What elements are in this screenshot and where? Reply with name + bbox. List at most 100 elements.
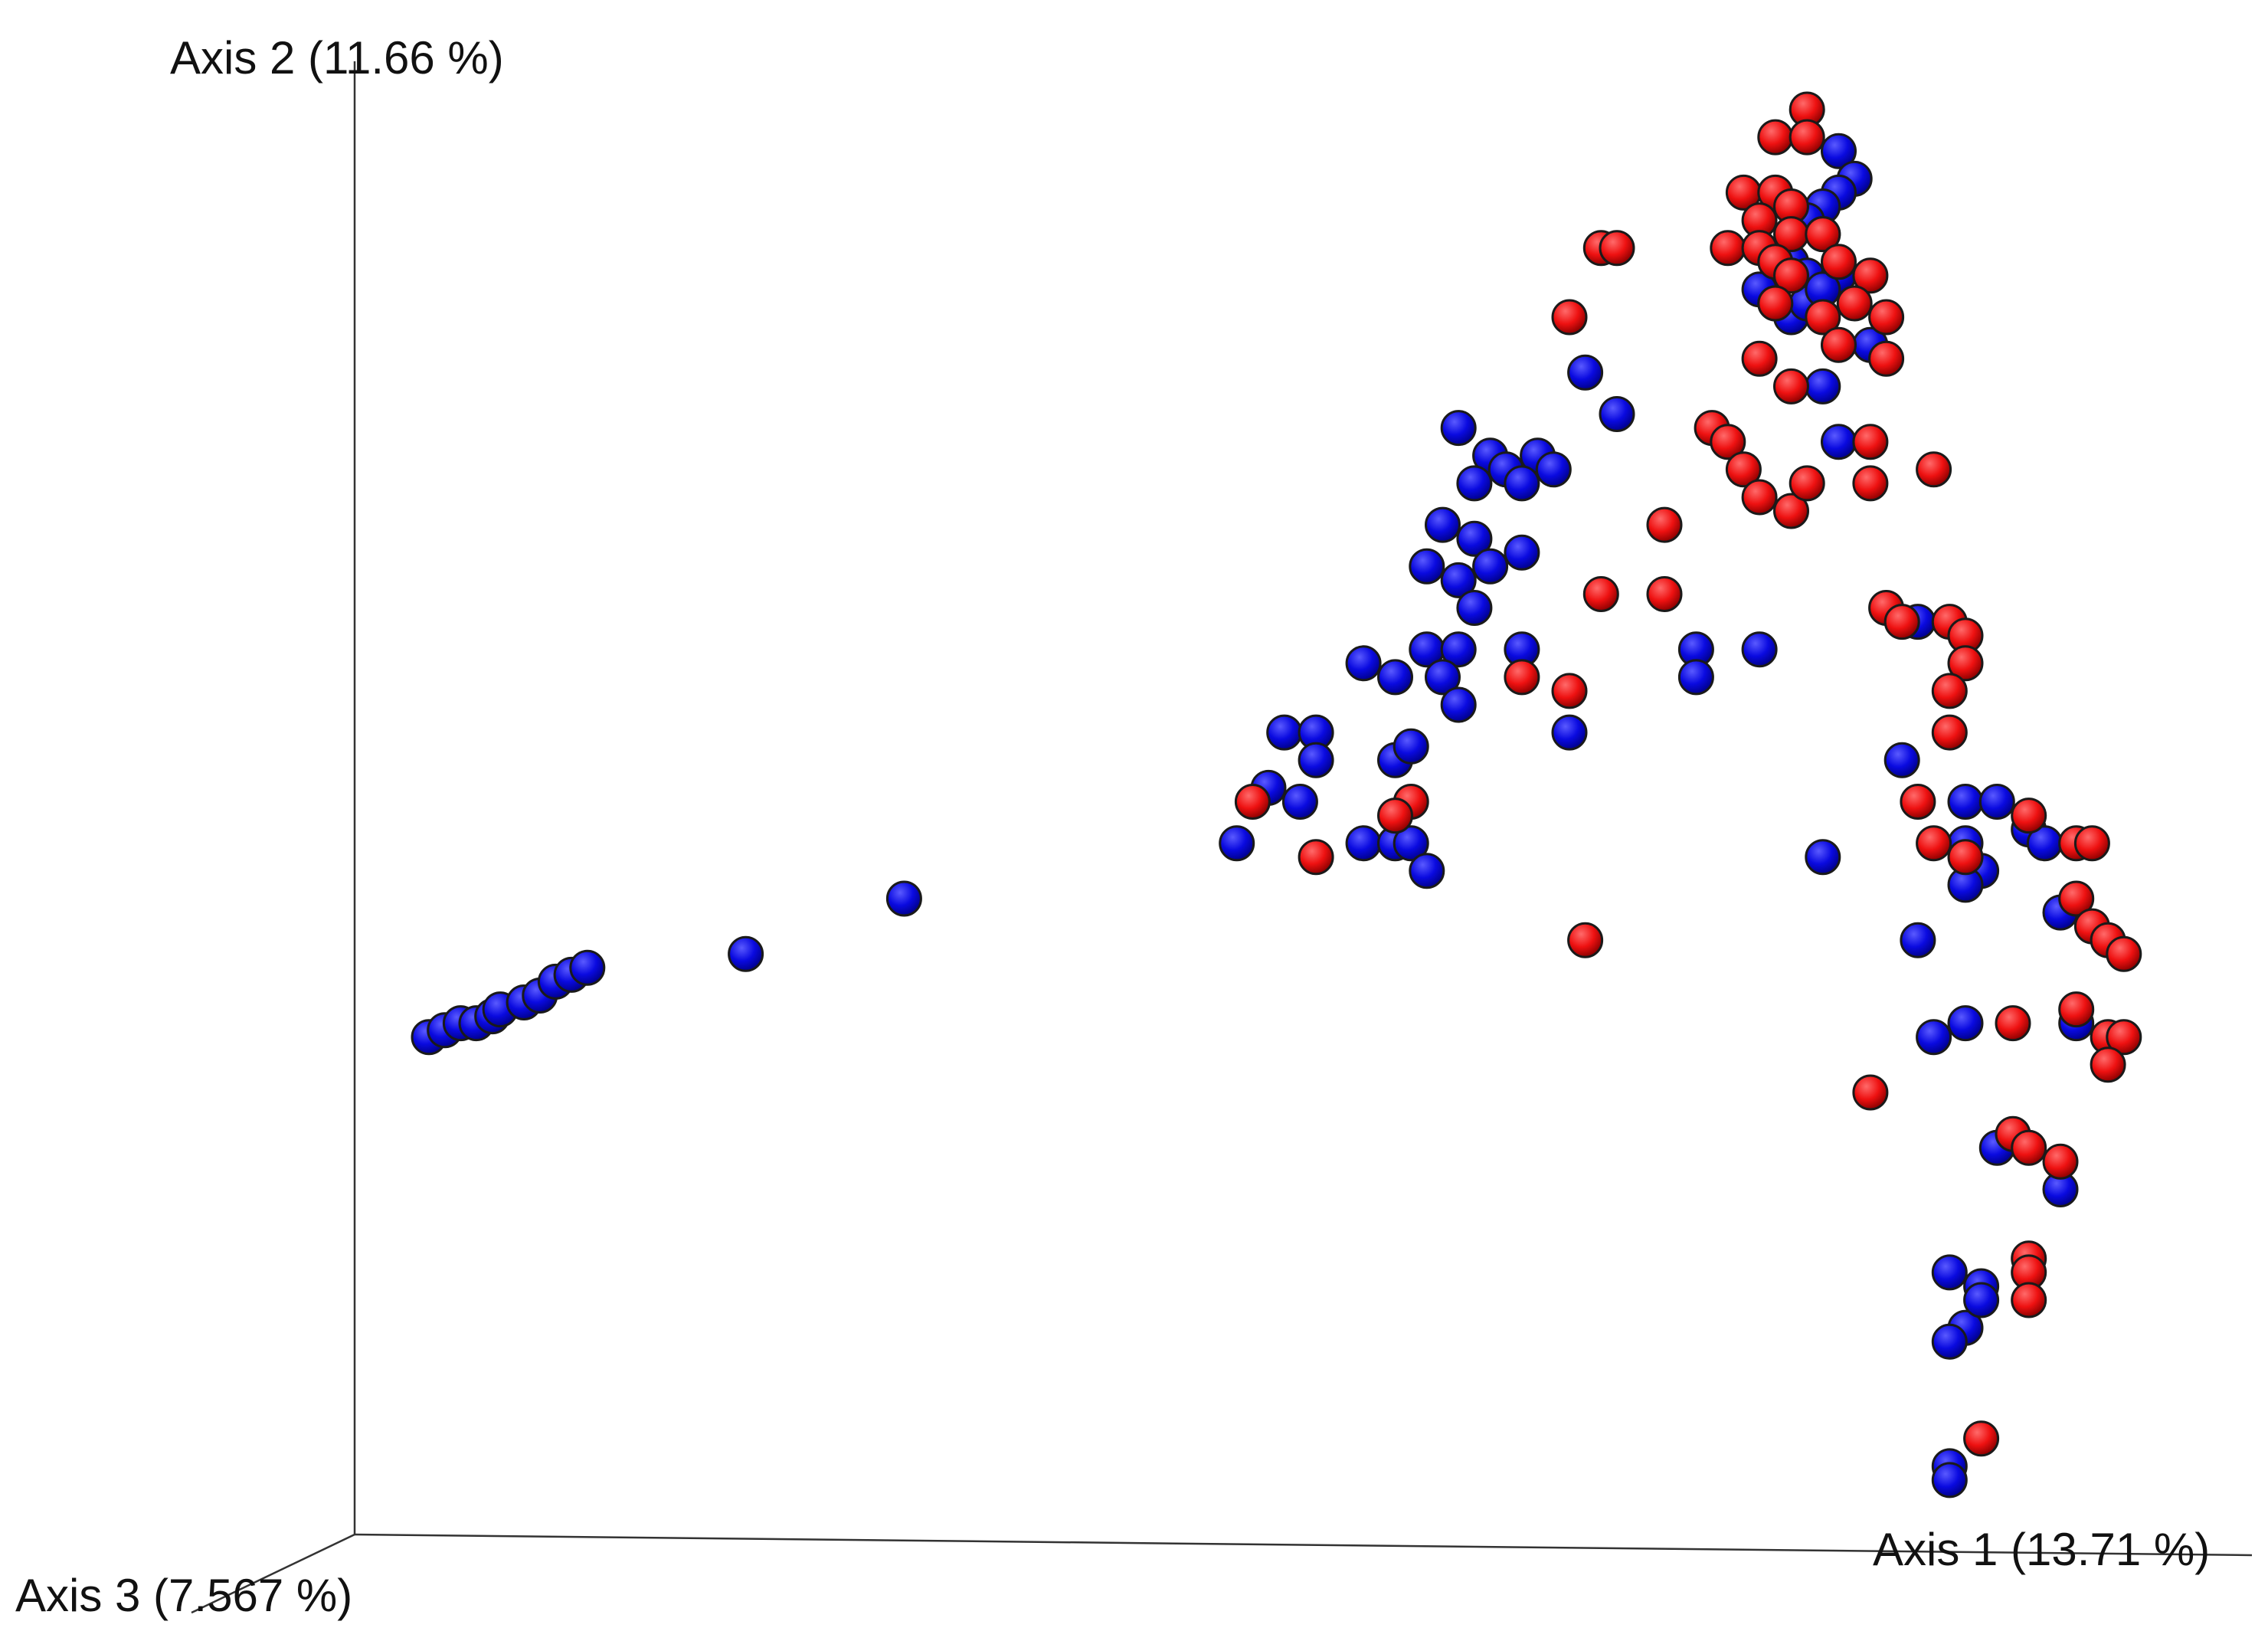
- axis-3-line: [191, 1533, 355, 1614]
- data-point-blue-25: [1535, 451, 1572, 488]
- data-point-red-28: [1725, 451, 1762, 488]
- data-point-red-74: [1963, 1420, 2000, 1457]
- data-point-red-31: [1646, 506, 1683, 543]
- data-point-red-49: [1377, 798, 1413, 834]
- data-point-red-9: [1710, 230, 1746, 267]
- data-point-blue-55: [1409, 853, 1445, 889]
- data-point-red-47: [1234, 784, 1271, 820]
- data-point-blue-73: [1931, 1254, 1968, 1291]
- data-point-red-2: [1789, 119, 1825, 156]
- data-point-red-21: [1741, 340, 1778, 377]
- data-point-blue-68: [1916, 1019, 1952, 1056]
- data-point-red-66: [1995, 1005, 2031, 1042]
- data-point-red-17: [1757, 285, 1794, 322]
- data-point-blue-42: [1741, 631, 1778, 668]
- data-point-blue-39: [1440, 686, 1477, 723]
- axis-labels: Axis 2 (11.66 %) Axis 1 (13.71 %) Axis 3…: [15, 32, 2210, 1621]
- data-point-red-19: [1821, 326, 1857, 363]
- data-point-blue-90: [569, 949, 606, 986]
- data-point-red-39: [1551, 673, 1588, 709]
- data-point-red-35: [1789, 465, 1825, 502]
- data-point-red-50: [1298, 839, 1334, 876]
- data-point-red-69: [2011, 1129, 2047, 1166]
- data-point-blue-23: [1456, 465, 1493, 502]
- data-point-red-54: [2011, 798, 2047, 834]
- data-point-red-15: [1836, 285, 1873, 322]
- data-point-red-37: [1646, 576, 1683, 612]
- data-point-blue-24: [1504, 465, 1540, 502]
- data-point-blue-91: [728, 935, 764, 972]
- axes: [191, 61, 2253, 1614]
- data-point-red-33: [1852, 465, 1889, 502]
- data-point-red-64: [2106, 1019, 2142, 1056]
- data-point-blue-15: [1805, 368, 1841, 405]
- axis-1-label: Axis 1 (13.71 %): [1873, 1524, 2210, 1575]
- data-point-blue-31: [1472, 548, 1509, 585]
- data-point-red-18: [1805, 299, 1841, 336]
- data-point-blue-56: [1805, 839, 1841, 876]
- data-point-blue-0: [1821, 133, 1857, 169]
- data-point-red-27: [1710, 424, 1746, 460]
- data-point-blue-79: [1931, 1462, 1968, 1499]
- data-point-blue-37: [1377, 659, 1413, 696]
- data-point-red-58: [2058, 880, 2095, 917]
- data-point-blue-77: [1963, 1282, 2000, 1318]
- data-point-red-38: [1504, 659, 1540, 696]
- axis-1-line: [354, 1533, 2253, 1557]
- data-point-blue-38: [1425, 659, 1461, 696]
- data-point-red-25: [1551, 299, 1588, 336]
- data-point-blue-29: [1409, 548, 1445, 585]
- data-point-red-57: [2073, 825, 2110, 862]
- data-point-red-20: [1868, 340, 1905, 377]
- data-point-red-34: [1916, 451, 1952, 488]
- data-point-red-62: [2058, 991, 2095, 1028]
- data-point-blue-48: [1393, 728, 1429, 765]
- data-point-blue-76: [1931, 1323, 1968, 1360]
- data-point-blue-92: [885, 880, 922, 917]
- data-point-red-61: [2106, 935, 2142, 972]
- data-point-blue-54: [1393, 825, 1429, 862]
- data-points: [411, 91, 2142, 1499]
- data-point-red-45: [1931, 673, 1968, 709]
- data-point-blue-17: [1567, 354, 1604, 391]
- data-point-red-53: [1916, 825, 1952, 862]
- data-point-red-55: [1947, 839, 1984, 876]
- data-point-blue-60: [1978, 784, 2015, 820]
- data-point-blue-67: [1900, 922, 1936, 958]
- data-point-red-44: [1947, 645, 1984, 682]
- data-point-red-46: [1931, 714, 1968, 751]
- data-point-red-30: [1773, 493, 1809, 529]
- data-point-blue-18: [1599, 396, 1635, 432]
- data-point-blue-69: [1947, 1005, 1984, 1042]
- data-point-blue-52: [1345, 825, 1382, 862]
- data-point-blue-26: [1425, 506, 1461, 543]
- data-point-red-22: [1773, 368, 1809, 405]
- data-point-blue-46: [1298, 742, 1334, 778]
- data-point-blue-41: [1677, 659, 1714, 696]
- data-point-red-13: [1821, 244, 1857, 280]
- data-point-blue-30: [1440, 562, 1477, 598]
- axis-2-label: Axis 2 (11.66 %): [170, 32, 504, 84]
- data-point-red-70: [2042, 1143, 2079, 1180]
- data-point-red-32: [1852, 424, 1889, 460]
- data-point-blue-36: [1345, 645, 1382, 682]
- data-point-red-73: [2011, 1282, 2047, 1318]
- data-point-blue-50: [1281, 784, 1318, 820]
- data-point-red-29: [1741, 479, 1778, 516]
- data-point-blue-58: [1883, 742, 1920, 778]
- data-point-red-65: [2090, 1047, 2126, 1083]
- data-point-blue-43: [1551, 714, 1588, 751]
- data-point-red-1: [1757, 119, 1794, 156]
- axis-3-label: Axis 3 (7.567 %): [15, 1570, 352, 1621]
- data-point-red-52: [1900, 784, 1936, 820]
- data-point-red-8: [1805, 216, 1841, 253]
- data-point-red-14: [1852, 257, 1889, 294]
- data-point-blue-32: [1456, 590, 1493, 626]
- data-point-red-51: [1567, 922, 1604, 958]
- data-point-red-16: [1868, 299, 1905, 336]
- data-point-blue-51: [1219, 825, 1255, 862]
- data-point-red-12: [1773, 257, 1809, 294]
- data-point-blue-27: [1456, 520, 1493, 557]
- data-point-red-41: [1883, 604, 1920, 640]
